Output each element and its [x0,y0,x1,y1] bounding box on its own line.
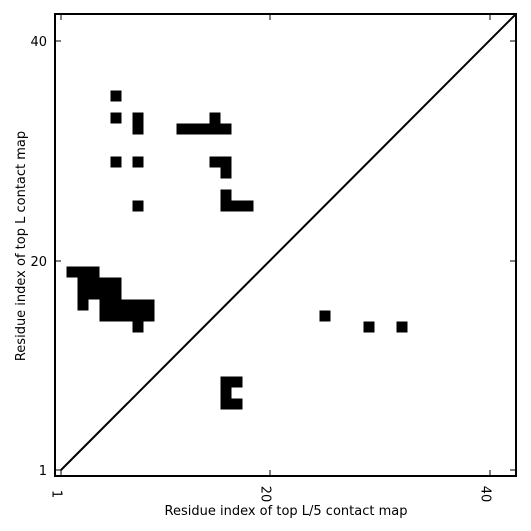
contact-cell [220,123,232,135]
contact-cell [396,321,408,333]
contact-cell [132,299,144,311]
contact-cell [88,288,100,300]
contact-cell [110,288,122,300]
contact-cell [99,288,111,300]
contact-cell [99,277,111,289]
contact-cell [231,376,243,388]
contact-cell [176,123,188,135]
contact-cell [132,321,144,333]
contact-cell [132,112,144,124]
y-axis-label: Residue index of top L contact map [14,131,29,361]
x-axis-label: Residue index of top L/5 contact map [165,504,408,519]
contact-cell [143,310,155,322]
contact-cell [132,156,144,168]
contact-cell [220,200,232,212]
contact-cell [77,266,89,278]
contact-cell [220,167,232,179]
contact-cell [209,112,221,124]
contact-cells [66,90,408,410]
contact-cell [110,310,122,322]
x-tick-label: 40 [478,486,493,503]
contact-cell [132,123,144,135]
contact-cell [66,266,78,278]
x-tick-label: 20 [258,486,273,503]
contact-cell [88,277,100,289]
contact-cell [110,156,122,168]
contact-cell [220,387,232,399]
contact-cell [132,310,144,322]
contact-cell [220,376,232,388]
contact-cell [231,398,243,410]
x-tick-label: 1 [49,490,64,498]
contact-cell [209,123,221,135]
contact-cell [110,277,122,289]
plot-frame [54,13,517,477]
contact-cell [209,156,221,168]
contact-cell [99,310,111,322]
contact-cell [198,123,210,135]
contact-cell [220,189,232,201]
contact-cell [77,277,89,289]
contact-cell [319,310,331,322]
contact-cell [242,200,254,212]
contact-cell [363,321,375,333]
contact-cell [99,299,111,311]
contact-cell [77,288,89,300]
contact-cell [220,398,232,410]
contact-cell [110,299,122,311]
contact-cell [121,299,133,311]
contact-cell [77,299,89,311]
diagonal-line [60,13,517,471]
y-tick-label: 20 [30,255,47,270]
y-tick-label: 1 [39,464,47,479]
contact-cell [88,266,100,278]
contact-cell [110,112,122,124]
contact-cell [121,310,133,322]
contact-cell [220,156,232,168]
contact-cell [132,200,144,212]
ticks: 1 20 40 1 20 40 [30,14,516,502]
contact-cell [143,299,155,311]
contact-cell [110,90,122,102]
contact-cell [187,123,199,135]
y-tick-label: 40 [30,35,47,50]
contact-cell [231,200,243,212]
